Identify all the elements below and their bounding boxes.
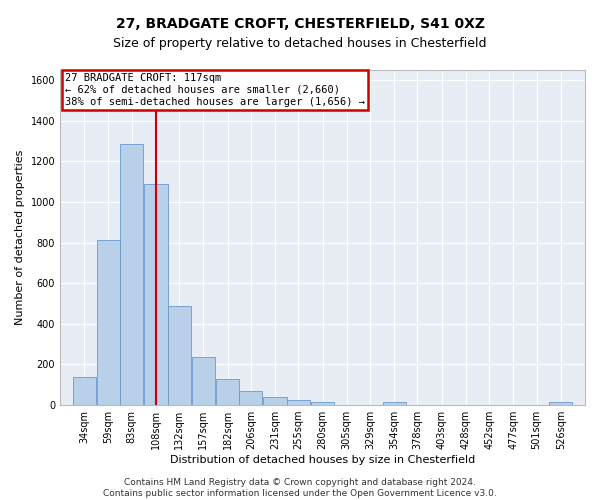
X-axis label: Distribution of detached houses by size in Chesterfield: Distribution of detached houses by size … (170, 455, 475, 465)
Bar (145, 184, 167, 405)
Bar (167, 306, 191, 405)
Bar (120, 144, 143, 405)
Bar (192, 357, 215, 405)
Text: Size of property relative to detached houses in Chesterfield: Size of property relative to detached ho… (113, 38, 487, 51)
Bar (311, 402, 334, 405)
Bar (263, 398, 287, 405)
Text: 27, BRADGATE CROFT, CHESTERFIELD, S41 0XZ: 27, BRADGATE CROFT, CHESTERFIELD, S41 0X… (115, 18, 485, 32)
Y-axis label: Number of detached properties: Number of detached properties (15, 150, 25, 325)
Bar (239, 392, 262, 405)
Bar (73, 376, 96, 405)
Bar (216, 378, 239, 405)
Text: Contains HM Land Registry data © Crown copyright and database right 2024.
Contai: Contains HM Land Registry data © Crown c… (103, 478, 497, 498)
Bar (287, 400, 310, 405)
Bar (549, 402, 572, 405)
Bar (383, 402, 406, 405)
Text: 27 BRADGATE CROFT: 117sqm
← 62% of detached houses are smaller (2,660)
38% of se: 27 BRADGATE CROFT: 117sqm ← 62% of detac… (65, 74, 365, 106)
Bar (97, 240, 120, 405)
